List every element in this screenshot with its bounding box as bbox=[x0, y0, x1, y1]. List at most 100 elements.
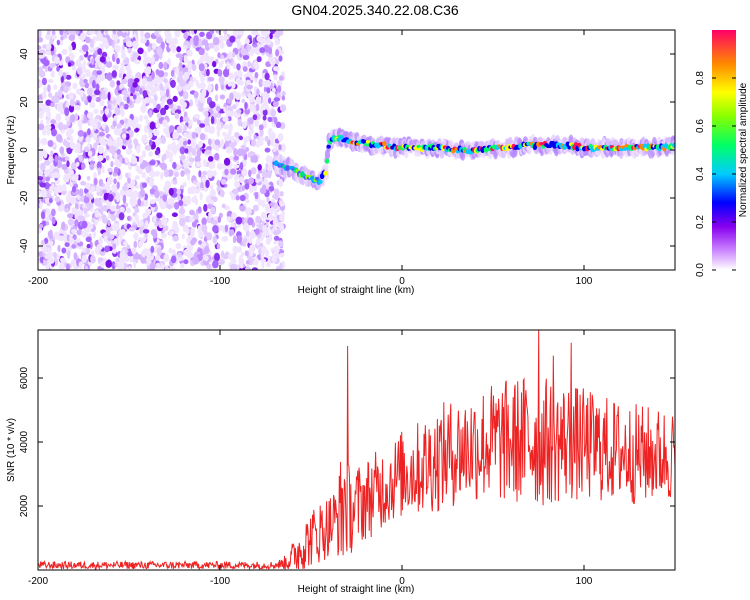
noise-speck bbox=[98, 131, 105, 137]
noise-speck bbox=[69, 234, 73, 242]
noise-speck bbox=[201, 217, 207, 226]
noise-speck bbox=[68, 169, 74, 175]
noise-speck bbox=[83, 207, 88, 214]
colorbar-tick-label: 0.6 bbox=[695, 119, 706, 133]
x-tick-label: -200 bbox=[28, 576, 48, 587]
noise-speck bbox=[111, 70, 118, 78]
noise-speck bbox=[73, 173, 79, 182]
noise-speck bbox=[94, 197, 100, 207]
noise-speck bbox=[105, 259, 112, 268]
noise-speck bbox=[122, 240, 128, 247]
noise-speck bbox=[207, 76, 215, 82]
colorbar-tick-label: 0.0 bbox=[695, 263, 706, 277]
track-core bbox=[672, 142, 675, 148]
noise-speck bbox=[54, 154, 59, 163]
noise-speck bbox=[44, 34, 52, 40]
noise-speck bbox=[147, 46, 152, 53]
noise-speck bbox=[214, 94, 219, 102]
noise-speck bbox=[266, 203, 270, 212]
noise-speck bbox=[84, 146, 90, 153]
noise-speck bbox=[94, 56, 102, 63]
noise-speck bbox=[207, 83, 213, 92]
noise-speck bbox=[264, 147, 271, 153]
noise-speck bbox=[108, 145, 115, 154]
noise-speck bbox=[272, 100, 279, 107]
noise-speck bbox=[67, 194, 73, 203]
noise-speck bbox=[245, 207, 252, 216]
noise-speck bbox=[97, 48, 103, 55]
noise-speck bbox=[43, 59, 50, 67]
noise-speck bbox=[170, 79, 176, 88]
noise-speck bbox=[44, 66, 49, 73]
noise-speck bbox=[184, 197, 192, 205]
noise-speck bbox=[216, 124, 222, 132]
noise-speck bbox=[89, 43, 94, 48]
noise-speck bbox=[61, 163, 68, 171]
noise-speck bbox=[75, 202, 79, 211]
noise-speck bbox=[279, 253, 285, 258]
noise-speck bbox=[212, 60, 217, 68]
noise-speck bbox=[193, 35, 200, 44]
noise-speck bbox=[42, 245, 48, 251]
noise-speck bbox=[139, 114, 144, 122]
noise-speck bbox=[172, 95, 178, 102]
noise-speck bbox=[77, 174, 81, 181]
noise-speck bbox=[125, 41, 133, 47]
noise-speck bbox=[50, 62, 56, 68]
noise-speck bbox=[99, 56, 106, 63]
track-halo bbox=[403, 148, 409, 159]
noise-speck bbox=[166, 98, 173, 105]
noise-speck bbox=[202, 170, 208, 176]
noise-speck bbox=[61, 49, 68, 55]
noise-speck bbox=[115, 204, 120, 210]
noise-speck bbox=[263, 212, 267, 221]
noise-speck bbox=[182, 91, 189, 100]
noise-speck bbox=[136, 220, 141, 228]
noise-speck bbox=[164, 180, 171, 189]
noise-speck bbox=[201, 224, 208, 232]
noise-speck bbox=[164, 84, 168, 92]
noise-speck bbox=[279, 75, 284, 81]
noise-speck bbox=[249, 48, 254, 57]
noise-speck bbox=[102, 204, 108, 212]
noise-speck bbox=[107, 219, 111, 227]
noise-speck bbox=[220, 84, 225, 90]
noise-speck bbox=[180, 170, 185, 177]
noise-speck bbox=[160, 107, 167, 116]
noise-speck bbox=[209, 184, 214, 190]
noise-speck bbox=[60, 257, 66, 263]
y-tick-label: -40 bbox=[19, 238, 30, 253]
noise-speck bbox=[46, 111, 51, 119]
noise-speck bbox=[121, 78, 128, 85]
noise-speck bbox=[38, 60, 41, 66]
noise-speck bbox=[130, 156, 138, 165]
noise-speck bbox=[212, 225, 219, 233]
noise-speck bbox=[150, 245, 155, 253]
noise-speck bbox=[107, 138, 113, 147]
noise-speck bbox=[45, 50, 52, 56]
noise-speck bbox=[270, 109, 277, 118]
noise-speck bbox=[250, 75, 255, 81]
noise-speck bbox=[199, 192, 203, 201]
noise-speck bbox=[220, 178, 227, 185]
noise-speck bbox=[262, 115, 267, 121]
noise-speck bbox=[253, 257, 259, 266]
noise-speck bbox=[139, 219, 144, 227]
noise-speck bbox=[218, 259, 225, 265]
noise-speck bbox=[266, 87, 271, 94]
noise-speck bbox=[116, 57, 120, 65]
noise-speck bbox=[203, 186, 209, 192]
noise-speck bbox=[140, 104, 147, 114]
noise-speck bbox=[205, 179, 210, 189]
noise-speck bbox=[258, 135, 264, 144]
noise-speck bbox=[133, 232, 139, 241]
noise-speck bbox=[219, 41, 225, 49]
colorbar-label: Normalized spectral amplitude bbox=[738, 82, 749, 217]
noise-speck bbox=[104, 245, 110, 253]
noise-speck bbox=[97, 257, 104, 262]
noise-speck bbox=[46, 128, 51, 136]
noise-speck bbox=[203, 255, 209, 262]
noise-speck bbox=[160, 41, 165, 50]
noise-speck bbox=[237, 79, 245, 86]
noise-speck bbox=[224, 168, 229, 176]
